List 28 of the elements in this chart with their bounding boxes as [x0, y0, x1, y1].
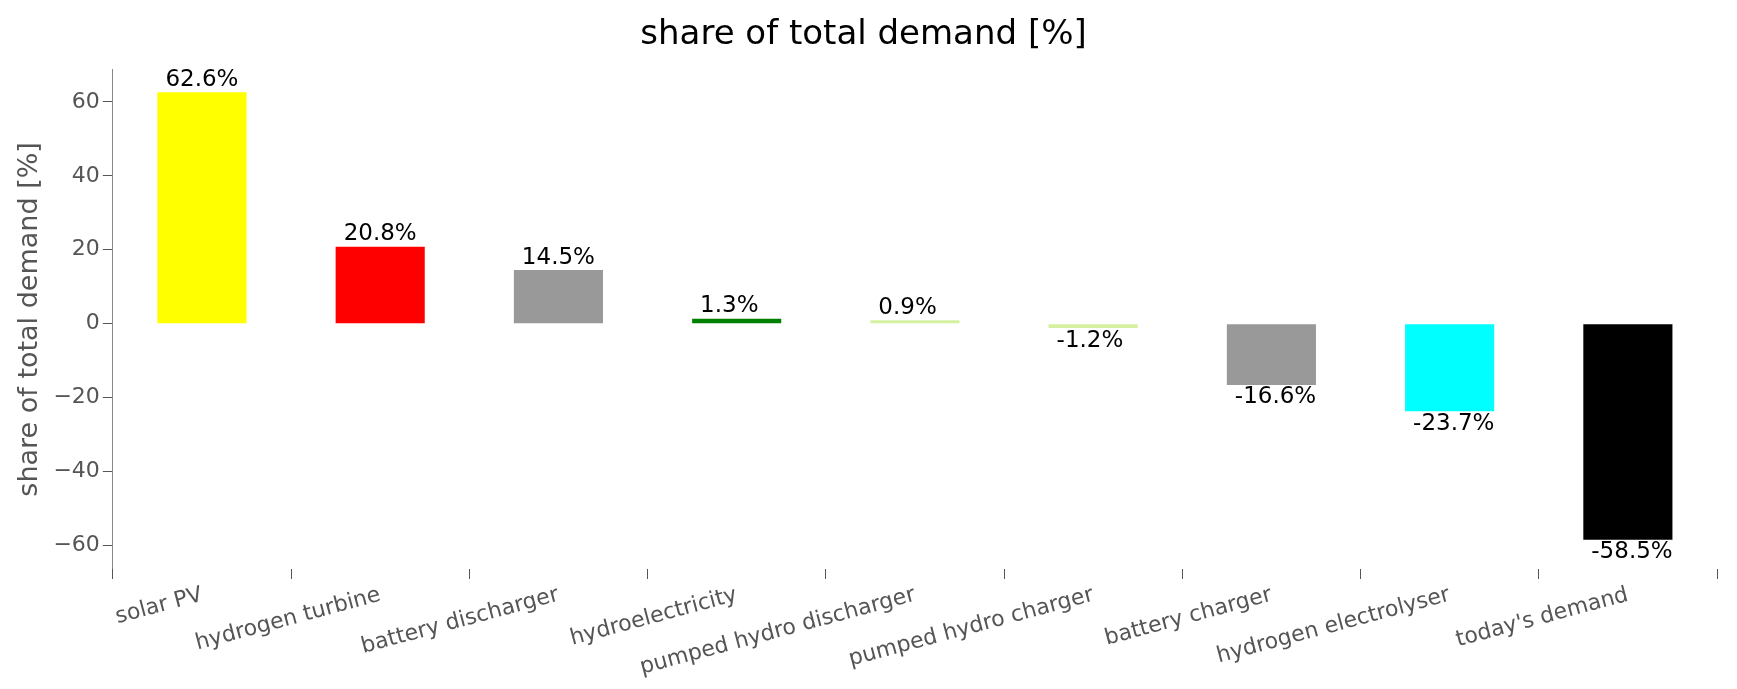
bar: [1583, 324, 1673, 540]
data-label: 20.8%: [343, 219, 417, 246]
bar: [157, 92, 247, 324]
bar: [513, 270, 603, 324]
y-tick-label: 40: [71, 161, 100, 187]
y-tick-label: 20: [71, 235, 100, 261]
bar: [870, 320, 960, 324]
y-tick-label: −40: [53, 457, 100, 483]
y-tick-label: 60: [71, 87, 100, 113]
data-label: -1.2%: [1056, 325, 1124, 352]
y-tick-label: 0: [85, 309, 100, 335]
x-tick-label: solar PV: [112, 580, 205, 629]
bar: [1405, 324, 1495, 412]
bar: [1226, 324, 1316, 385]
data-label: -16.6%: [1234, 382, 1317, 409]
data-label: -58.5%: [1591, 537, 1673, 564]
data-label: -23.7%: [1413, 408, 1495, 435]
y-tick-label: −60: [53, 531, 100, 557]
bar: [692, 318, 782, 324]
bar: [335, 246, 425, 324]
data-label: 14.5%: [521, 242, 595, 269]
bar: [1048, 324, 1138, 329]
y-axis-title: share of total demand [%]: [12, 142, 44, 497]
data-label: 62.6%: [165, 64, 239, 91]
chart-title: share of total demand [%]: [640, 12, 1087, 53]
data-label: 0.9%: [878, 292, 937, 319]
data-label: 1.3%: [700, 291, 759, 318]
y-tick-label: −20: [53, 383, 100, 409]
